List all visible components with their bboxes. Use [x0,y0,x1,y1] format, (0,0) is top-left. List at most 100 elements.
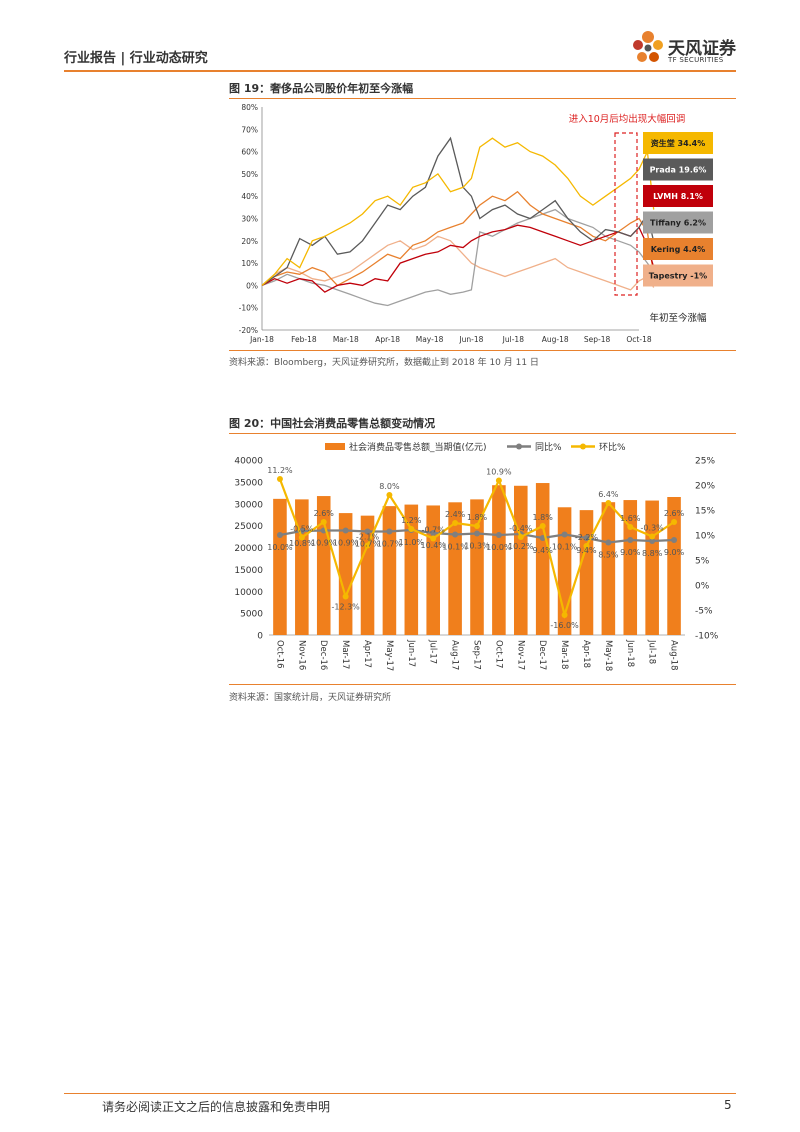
chart2-mom-point [517,534,524,540]
chart1-legend-caption: 年初至今涨幅 [649,312,707,324]
chart1-y-tick-label: 40% [241,192,258,201]
chart2-yoy-data-label: 9.0% [620,548,641,557]
chart2-yoy-point [627,537,634,543]
chart2-category-label: Sep-17 [472,640,482,670]
chart2-yoy-data-label: 10.0% [486,543,512,552]
chart2-mom-point [474,523,480,529]
chart2-yoy-point [495,532,502,538]
chart1-x-tick-label: Apr-18 [375,335,400,344]
chart2-yoy-point [605,539,612,546]
chart2-mom-point [539,523,546,529]
chart1-legend-swatch [643,132,713,154]
chart2-bar [579,510,594,635]
chart1-legend-label: LVMH 8.1% [653,192,703,201]
chart2-bar [645,500,659,635]
chart2-yoy-point [430,530,437,536]
chart2-mom-point [320,519,327,525]
flower-logo-icon [633,31,663,62]
chart2-mom-data-label: 1.6% [620,514,641,523]
chart2-category-label: Dec-16 [318,640,328,670]
chart2-mom-point [430,535,437,542]
chart2-mom-data-label: -2.2% [575,533,599,542]
chart2-left-tick-label: 10000 [234,588,263,598]
chart1-x-tick-label: May-18 [416,335,444,344]
chart1-legend-swatch [643,238,713,260]
chart2-mom-point [452,520,459,526]
chart2-category-label: Jun-18 [625,639,635,667]
chart2-category-label: Aug-18 [669,640,679,670]
chart2-category-label: Apr-17 [362,640,372,668]
chart2-mom-data-label: 1.8% [533,513,554,522]
chart2-left-tick-label: 5000 [240,610,263,620]
logo-text-cn: 天风证券 [668,39,736,59]
chart2-yoy-data-label: 8.8% [642,549,663,558]
chart2-yoy-data-label: 10.0% [267,543,293,552]
retail-sales-chart: 社会消费品零售总额_当期值(亿元) 同比% 环比% 40000 35000 30000 25… [234,441,719,671]
chart2-yoy-data-label: 10.9% [333,539,359,548]
chart2-right-tick-label: 0% [695,582,710,592]
chart2-yoy-data-label: 9.4% [533,546,554,555]
chart1-legend-swatch [643,211,713,234]
luxury-stock-chart: 80% 70% 60% 50% 40% 30% 20% 10% 0% -10% -20%Jan-18… [239,103,713,344]
chart2-bar [623,500,638,635]
chart2-bar [601,502,616,635]
chart2-left-tick-label: 35000 [234,478,263,488]
chart2-yoy-data-label: 10.7% [377,540,403,549]
chart2-bar [492,485,506,635]
chart2-legend-yoy-marker [516,443,522,450]
chart1-y-tick-label: 70% [241,125,258,134]
chart2-mom-data-label: -0.3% [641,524,665,533]
chart2-mom-point [561,612,568,618]
chart1-x-tick-label: Jun-18 [458,335,483,344]
chart2-yoy-data-label: 9.0% [664,548,685,557]
chart2-yoy-data-label: 10.8% [289,539,315,548]
chart2-bar [295,499,309,635]
chart2-yoy-point [364,528,371,535]
chart2-right-tick-label: 20% [695,482,715,492]
chart1-x-tick-label: Jan-18 [249,335,274,344]
chart2-left-tick-label: 40000 [234,457,263,467]
chart2-mom-point [671,519,678,525]
chart2-left-tick-label: 30000 [234,500,263,510]
chart2-bar [667,497,681,635]
figure20-bottom-rule [229,684,736,685]
chart1-x-tick-label: Oct-18 [626,335,651,344]
chart2-right-tick-label: -10% [695,632,719,642]
figure20-source: 资料来源：国家统计局，天风证券研究所 [229,693,392,703]
chart2-mom-point [605,500,612,506]
chart1-legend-label: Prada 19.6% [650,166,707,175]
chart2-yoy-data-label: 9.4% [576,546,597,555]
chart2-category-label: Dec-17 [537,640,547,670]
figure20-title: 图 20：中国社会消费品零售总额变动情况 [229,417,436,430]
chart2-left-tick-label: 15000 [234,566,263,576]
chart2-mom-data-label: -0.4% [509,524,533,533]
chart2-mom-data-label: -16.0% [550,621,579,630]
chart2-category-label: Nov-17 [515,640,525,670]
chart1-y-tick-label: 30% [241,215,258,224]
chart2-yoy-data-label: 10.1% [442,543,468,552]
chart1-x-tick-label: Sep-18 [584,335,611,344]
chart2-yoy-point [342,527,349,534]
chart2-yoy-point [276,532,283,538]
chart2-mom-point [408,526,415,532]
chart2-mom-point [627,524,634,530]
chart2-mom-point [649,533,656,540]
chart1-annotation: 进入10月后均出现大幅回调 [569,113,686,125]
chart2-legend-yoy-label: 同比% [535,441,562,453]
chart2-mom-data-label: 1.2% [401,516,422,525]
chart1-y-tick-label: 0% [246,281,258,290]
chart2-right-tick-label: 25% [695,457,715,467]
footer-divider [64,1093,736,1094]
chart1-legend-label: Tapestry -1% [649,272,707,281]
figure20-top-rule [229,433,736,434]
chart2-category-label: May-17 [384,640,394,671]
chart2-yoy-data-label: 10.7% [355,540,381,549]
chart2-mom-point [298,534,305,541]
chart2-category-label: Mar-18 [559,640,569,669]
chart2-mom-point [386,492,393,498]
chart2-yoy-data-label: 10.3% [464,542,490,551]
page-number: 5 [724,1098,732,1112]
logo-text-en: TF SECURITIES [668,56,724,64]
chart2-yoy-data-label: 10.2% [508,542,534,551]
figure19-source: 资料来源：Bloomberg，天风证券研究所，数据截止到 2018 年 10 月… [229,358,539,368]
